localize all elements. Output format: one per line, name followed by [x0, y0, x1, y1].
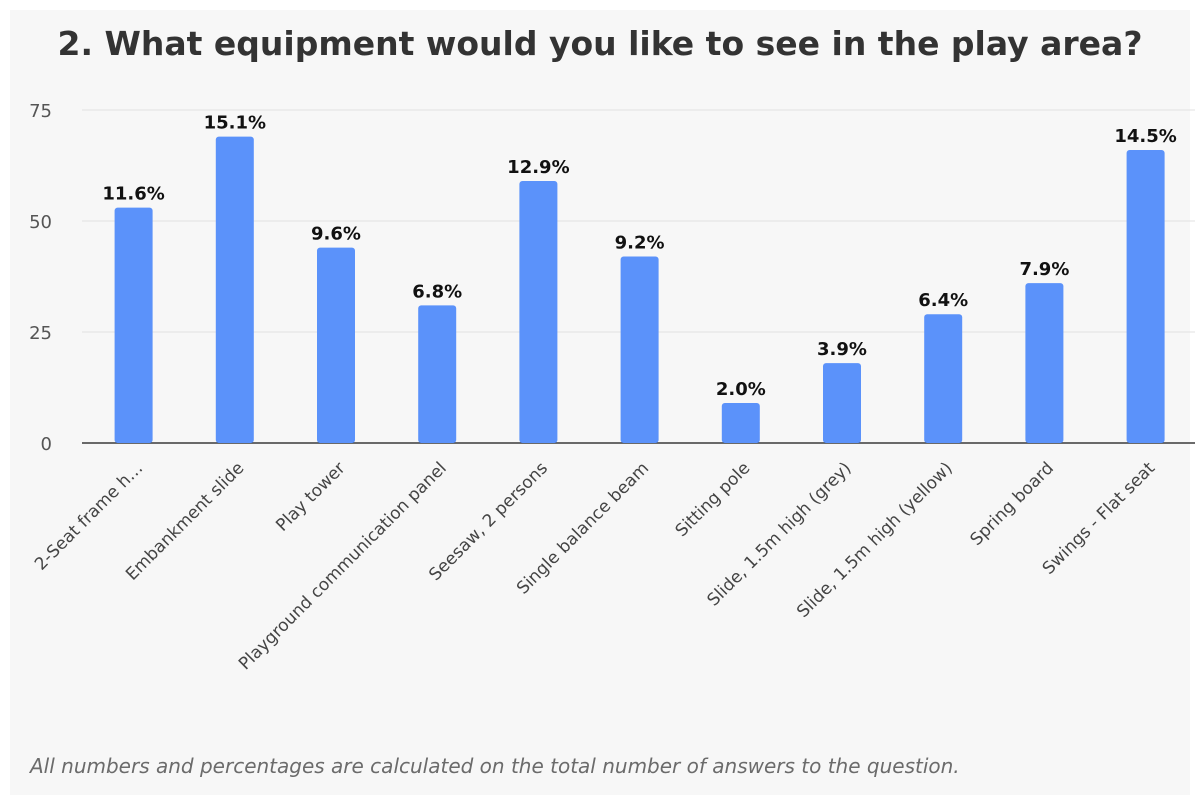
data-label: 2.0% [716, 379, 766, 400]
chart-title: 2. What equipment would you like to see … [57, 24, 1143, 63]
footnote: All numbers and percentages are calculat… [30, 754, 960, 778]
y-tick-label: 0 [41, 434, 52, 455]
data-label: 15.1% [204, 113, 266, 134]
data-label: 6.8% [412, 281, 462, 302]
chart-panel [10, 10, 1190, 795]
bar[interactable] [317, 247, 355, 443]
bar[interactable] [114, 207, 153, 443]
data-label: 9.2% [615, 233, 665, 254]
data-label: 14.5% [1114, 126, 1176, 147]
bar[interactable] [721, 403, 760, 443]
bar[interactable] [418, 305, 457, 443]
bar[interactable] [620, 256, 659, 443]
bar[interactable] [519, 181, 558, 444]
x-tick-label: Spring board [966, 458, 1057, 549]
x-tick-label: Sitting pole [672, 458, 755, 541]
data-label: 12.9% [507, 157, 569, 178]
bar[interactable] [1025, 283, 1064, 443]
x-axis-ticks: 2-Seat frame h…Embankment slide Play towe… [31, 458, 1159, 674]
bar[interactable] [215, 136, 254, 443]
data-labels: 11.6% 15.1% 9.6% 6.8% 12.9% 9.2% 2.0% 3.9% 6.4% 7… [102, 113, 1176, 400]
y-tick-label: 50 [29, 212, 52, 233]
bar[interactable] [823, 363, 861, 443]
y-axis-ticks: 0 25 50 75 [29, 101, 52, 455]
data-label: 7.9% [1019, 259, 1069, 280]
x-tick-label: Play tower [272, 458, 349, 535]
x-tick-label: 2-Seat frame h… [31, 458, 147, 574]
x-tick-label: Playground communication panel [235, 458, 451, 674]
bar[interactable] [924, 314, 963, 443]
data-label: 6.4% [918, 290, 968, 311]
data-label: 11.6% [102, 184, 164, 205]
bar[interactable] [1126, 149, 1165, 443]
data-label: 9.6% [311, 224, 361, 245]
y-tick-label: 75 [29, 101, 52, 122]
data-label: 3.9% [817, 339, 867, 360]
y-tick-label: 25 [29, 323, 52, 344]
x-tick-label: Swings - Flat seat [1039, 458, 1160, 579]
bars [114, 136, 1165, 444]
